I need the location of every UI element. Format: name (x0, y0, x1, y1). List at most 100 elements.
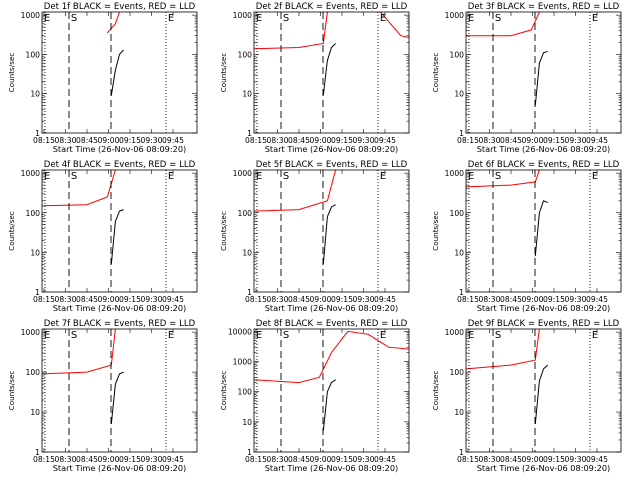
panel-title: Det 5f BLACK = Events, RED = LLD (256, 160, 408, 170)
y-tick-label: 100 (238, 388, 253, 397)
marker-label-e1: E (256, 330, 262, 341)
plot-frame (253, 11, 410, 134)
x-tick-label: 08:45 (76, 295, 98, 304)
x-tick-label: 09:30 (353, 295, 375, 304)
y-tick-label: 10 (30, 248, 40, 257)
y-tick-label: 1 (247, 129, 252, 138)
x-tick-label: 09:00 (98, 455, 120, 464)
x-tick-label: 09:45 (586, 455, 608, 464)
lld-series-line (466, 12, 540, 37)
plot-frame (41, 328, 198, 453)
y-axis-label: Counts/sec (219, 371, 228, 411)
marker-label-e1: E (44, 13, 50, 24)
x-tick-label: 08:45 (76, 136, 98, 145)
x-tick-label: 09:00 (310, 295, 332, 304)
x-tick-label: 09:30 (141, 455, 163, 464)
marker-label-e2: E (592, 171, 598, 182)
events-series-line (322, 43, 336, 96)
marker-label-s: S (283, 171, 289, 182)
x-tick-label: 09:00 (98, 136, 120, 145)
x-tick-label: 08:30 (267, 455, 289, 464)
y-tick-label: 1 (247, 448, 252, 457)
panel-data (254, 12, 409, 96)
y-tick-label: 100 (238, 50, 253, 59)
x-tick-label: 09:45 (162, 136, 184, 145)
marker-label-e2: E (168, 13, 174, 24)
y-tick-label: 10 (454, 408, 464, 417)
plot-frame (253, 328, 410, 453)
panel-data (466, 170, 640, 257)
x-tick-label: 08:15 (457, 455, 479, 464)
marker-label-e1: E (468, 13, 474, 24)
y-tick-label: 1000 (233, 11, 252, 20)
x-tick-label: 09:15 (543, 455, 565, 464)
lld-series-line (42, 329, 116, 375)
x-axis-label: Start Time (26-Nov-06 08:09:20) (53, 144, 187, 154)
x-tick-label: 09:45 (374, 136, 396, 145)
x-tick-label: 09:15 (119, 455, 141, 464)
x-tick-label: 08:45 (288, 136, 310, 145)
x-tick-label: 09:45 (162, 295, 184, 304)
x-tick-label: 08:30 (55, 295, 77, 304)
y-axis-label: Counts/sec (7, 53, 16, 93)
x-tick-label: 08:15 (457, 136, 479, 145)
x-tick-label: 09:30 (353, 136, 375, 145)
panel-title: Det 7f BLACK = Events, RED = LLD (44, 319, 196, 329)
x-tick-label: 09:15 (119, 136, 141, 145)
y-tick-label: 1000 (21, 11, 40, 20)
y-tick-label: 10 (454, 90, 464, 99)
events-series-line (534, 364, 548, 425)
marker-label-e1: E (468, 171, 474, 182)
panel-title: Det 6f BLACK = Events, RED = LLD (468, 160, 620, 170)
x-tick-label: 08:30 (479, 136, 501, 145)
events-series-line (322, 204, 336, 265)
y-axis-label: Counts/sec (219, 211, 228, 251)
x-tick-label: 09:30 (565, 136, 587, 145)
x-tick-label: 09:45 (374, 455, 396, 464)
marker-label-s: S (495, 330, 501, 341)
x-axis-label: Start Time (26-Nov-06 08:09:20) (265, 144, 399, 154)
plot-frame (465, 11, 622, 134)
x-tick-label: 08:45 (288, 455, 310, 464)
plot-frame (253, 169, 410, 293)
x-axis-label: Start Time (26-Nov-06 08:09:20) (265, 463, 399, 473)
lld-series-line (42, 170, 116, 207)
y-tick-label: 100 (238, 209, 253, 218)
y-tick-label: 1000 (21, 169, 40, 178)
y-tick-label: 10 (30, 90, 40, 99)
marker-label-s: S (71, 171, 77, 182)
lld-series-line (254, 170, 337, 212)
lld-series-line (254, 330, 409, 384)
marker-label-e2: E (592, 330, 598, 341)
y-tick-label: 1 (35, 129, 40, 138)
x-axis-label: Start Time (26-Nov-06 08:09:20) (477, 144, 611, 154)
panel-data (466, 12, 548, 106)
y-tick-label: 100 (26, 50, 41, 59)
marker-label-s: S (71, 13, 77, 24)
x-tick-label: 09:15 (119, 295, 141, 304)
panel-data (42, 329, 124, 425)
events-series-line (434, 377, 577, 401)
panel-data (466, 329, 548, 425)
x-axis-label: Start Time (26-Nov-06 08:09:20) (53, 303, 187, 313)
x-tick-label: 08:30 (55, 455, 77, 464)
y-tick-label: 100 (26, 209, 41, 218)
lld-series-line (633, 170, 640, 189)
y-tick-label: 10 (242, 248, 252, 257)
y-tick-label: 1 (35, 448, 40, 457)
y-tick-label: 100 (26, 368, 41, 377)
marker-label-e2: E (592, 13, 598, 24)
lld-series-line (466, 170, 540, 188)
marker-label-e2: E (380, 13, 386, 24)
panel-data (106, 12, 124, 96)
x-tick-label: 09:45 (162, 455, 184, 464)
marker-label-s: S (495, 171, 501, 182)
plot-frame (465, 169, 622, 293)
marker-label-e1: E (44, 171, 50, 182)
y-tick-label: 1000 (445, 169, 464, 178)
x-tick-label: 09:00 (522, 455, 544, 464)
x-tick-label: 08:15 (245, 136, 267, 145)
x-tick-label: 08:45 (500, 295, 522, 304)
panel-data (254, 170, 337, 265)
